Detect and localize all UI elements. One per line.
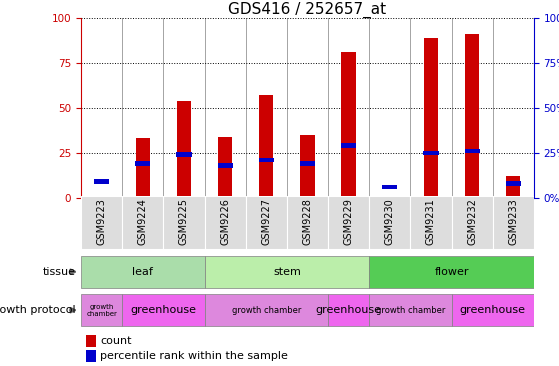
Text: count: count [100, 336, 131, 346]
Bar [205, 256, 369, 288]
Bar [205, 294, 328, 326]
Bar [300, 161, 315, 166]
Text: GSM9224: GSM9224 [138, 198, 148, 245]
Bar [217, 163, 233, 168]
Bar [492, 196, 534, 249]
Bar [342, 52, 356, 198]
Bar [205, 196, 246, 249]
Bar [424, 38, 438, 198]
Bar [328, 196, 369, 249]
Bar [287, 196, 328, 249]
Text: growth
chamber: growth chamber [86, 304, 117, 317]
Text: GSM9233: GSM9233 [508, 198, 518, 245]
Bar [369, 196, 410, 249]
Text: GSM9227: GSM9227 [261, 198, 271, 246]
Bar [86, 335, 96, 347]
Text: flower: flower [434, 267, 469, 277]
Bar [122, 196, 163, 249]
Bar [177, 101, 191, 198]
Bar [369, 256, 534, 288]
Text: stem: stem [273, 267, 301, 277]
Bar [465, 149, 480, 153]
Text: growth chamber: growth chamber [231, 306, 301, 315]
Bar [246, 196, 287, 249]
Bar [86, 350, 96, 362]
Text: tissue: tissue [42, 267, 75, 277]
Text: GSM9223: GSM9223 [97, 198, 107, 245]
Bar [259, 158, 274, 162]
Bar [423, 150, 438, 155]
Text: growth protocol: growth protocol [0, 305, 75, 315]
Text: GSM9232: GSM9232 [467, 198, 477, 245]
Bar [94, 179, 109, 184]
Text: greenhouse: greenhouse [130, 305, 196, 315]
Text: GSM9226: GSM9226 [220, 198, 230, 245]
Bar [136, 138, 150, 198]
Bar [218, 137, 233, 198]
Bar [122, 294, 205, 326]
Text: greenhouse: greenhouse [459, 305, 525, 315]
Bar [382, 184, 397, 189]
Text: leaf: leaf [132, 267, 153, 277]
Bar [177, 152, 192, 157]
Text: greenhouse: greenhouse [316, 305, 382, 315]
Text: growth chamber: growth chamber [376, 306, 445, 315]
Bar [135, 161, 150, 166]
Bar [81, 294, 122, 326]
Bar [341, 143, 356, 148]
Title: GDS416 / 252657_at: GDS416 / 252657_at [229, 2, 386, 18]
Text: GSM9228: GSM9228 [302, 198, 312, 245]
Bar [328, 294, 369, 326]
Bar [369, 294, 452, 326]
Bar [300, 135, 315, 198]
Bar [410, 196, 452, 249]
Bar [382, 196, 397, 198]
Text: GSM9225: GSM9225 [179, 198, 189, 246]
Bar [163, 196, 205, 249]
Bar [506, 176, 520, 198]
Text: percentile rank within the sample: percentile rank within the sample [100, 351, 288, 361]
Text: GSM9229: GSM9229 [344, 198, 354, 245]
Text: GSM9230: GSM9230 [385, 198, 395, 245]
Bar [452, 196, 492, 249]
Bar [81, 196, 122, 249]
Bar [506, 181, 521, 186]
Bar [81, 256, 205, 288]
Bar [465, 34, 479, 198]
Bar [259, 96, 273, 198]
Bar [452, 294, 534, 326]
Text: GSM9231: GSM9231 [426, 198, 436, 245]
